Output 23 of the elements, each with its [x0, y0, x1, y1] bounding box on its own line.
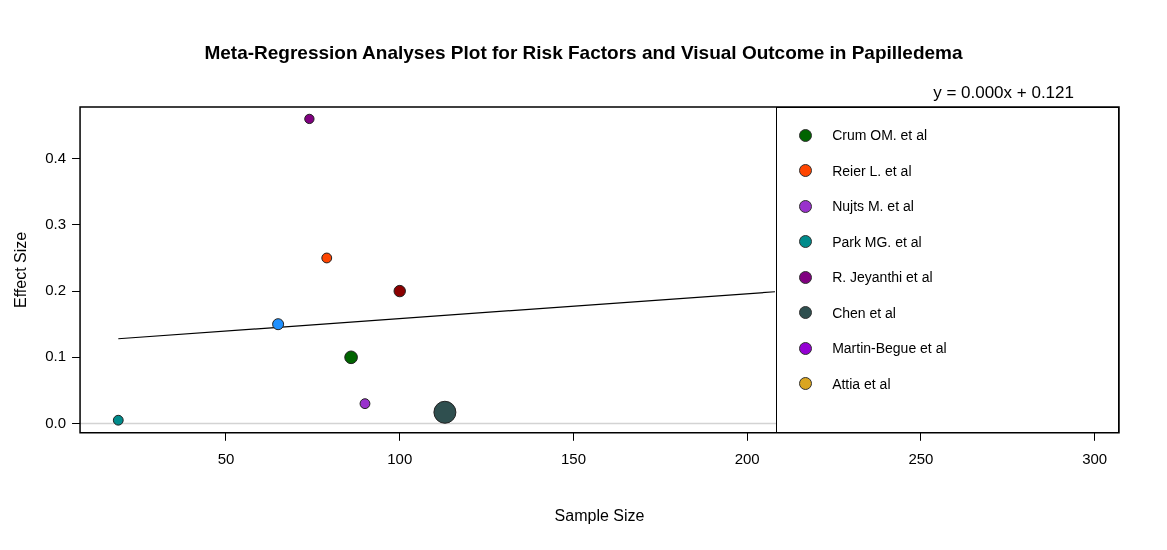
y-tick-label: 0.2 — [45, 281, 67, 299]
legend-label: Martin-Begue et al — [832, 340, 947, 357]
legend-label: Nujts M. et al — [832, 198, 914, 215]
y-tick-label: 0.1 — [45, 347, 67, 365]
x-axis-title: Sample Size — [554, 506, 645, 524]
legend-label: Park MG. et al — [832, 233, 922, 250]
chart-title: Meta-Regression Analyses Plot for Risk Factors and Visual Outcome in Papilledema — [203, 42, 964, 64]
legend-label: Crum OM. et al — [832, 127, 928, 144]
y-tick-label: 0.0 — [45, 413, 67, 431]
y-axis-title: Effect Size — [12, 231, 30, 308]
x-tick-label: 200 — [734, 449, 760, 467]
y-tick-label: 0.4 — [45, 148, 67, 166]
x-tick-label: 250 — [908, 449, 934, 467]
y-tick-label: 0.3 — [45, 215, 67, 233]
legend-label: Chen et al — [832, 304, 896, 321]
legend-label: R. Jeyanthi et al — [832, 269, 933, 286]
x-tick-label: 50 — [217, 449, 235, 467]
x-tick-label: 300 — [1082, 449, 1108, 467]
x-tick-label: 150 — [560, 449, 586, 467]
legend-label: Reier L. et al — [832, 162, 912, 179]
text: y = 0.000x + 0.121 — [933, 83, 1074, 103]
x-tick-label: 100 — [387, 449, 413, 467]
legend-label: Attia et al — [832, 375, 891, 392]
